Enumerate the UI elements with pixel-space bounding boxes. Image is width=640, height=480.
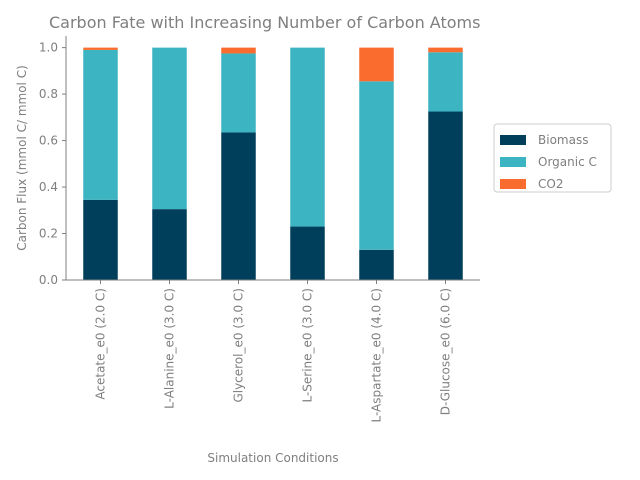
x-tick-label: Acetate_e0 (2.0 C) bbox=[94, 288, 108, 400]
y-tick-label: 0.0 bbox=[39, 273, 58, 287]
bar-biomass-2 bbox=[152, 209, 187, 280]
legend-swatch bbox=[500, 135, 526, 145]
bar-biomass-4 bbox=[290, 226, 325, 280]
legend-label: CO2 bbox=[538, 177, 563, 191]
bar-co2-5 bbox=[359, 47, 394, 82]
bar-biomass-6 bbox=[428, 111, 463, 281]
y-tick-label: 0.2 bbox=[39, 227, 58, 241]
x-tick-label: D-Glucose_e0 (6.0 C) bbox=[439, 288, 453, 415]
legend-label: Biomass bbox=[538, 133, 588, 147]
bar-organic-c-3 bbox=[221, 53, 256, 133]
y-tick-label: 1.0 bbox=[39, 41, 58, 55]
bar-organic-c-5 bbox=[359, 81, 394, 250]
y-tick-label: 0.6 bbox=[39, 134, 58, 148]
bar-biomass-5 bbox=[359, 249, 394, 280]
bar-organic-c-6 bbox=[428, 52, 463, 112]
bar-organic-c-4 bbox=[290, 47, 325, 227]
y-axis-label: Carbon Flux (mmol C/ mmol C) bbox=[15, 65, 29, 251]
bar-co2-1 bbox=[83, 47, 118, 50]
bar-biomass-1 bbox=[83, 199, 118, 280]
legend-swatch bbox=[500, 179, 526, 189]
bar-organic-c-1 bbox=[83, 49, 118, 200]
x-axis-label: Simulation Conditions bbox=[207, 451, 338, 465]
legend-label: Organic C bbox=[538, 155, 597, 169]
bar-co2-3 bbox=[221, 47, 256, 54]
x-tick-label: L-Serine_e0 (3.0 C) bbox=[301, 288, 315, 403]
legend: Biomass Organic C CO2 bbox=[493, 123, 612, 193]
x-ticks: Acetate_e0 (2.0 C) L-Alanine_e0 (3.0 C) Gl… bbox=[94, 280, 453, 423]
bars-layer bbox=[83, 47, 463, 281]
bar-co2-6 bbox=[428, 47, 463, 53]
bar-organic-c-2 bbox=[152, 47, 187, 210]
bar-biomass-3 bbox=[221, 132, 256, 280]
x-tick-label: L-Alanine_e0 (3.0 C) bbox=[163, 288, 177, 409]
chart-title: Carbon Fate with Increasing Number of Ca… bbox=[49, 13, 480, 32]
x-tick-label: L-Aspartate_e0 (4.0 C) bbox=[370, 288, 384, 423]
y-tick-label: 0.8 bbox=[39, 87, 58, 101]
x-tick-label: Glycerol_e0 (3.0 C) bbox=[232, 288, 246, 403]
y-ticks: 0.0 0.2 0.4 0.6 0.8 1.0 bbox=[39, 41, 66, 287]
legend-swatch bbox=[500, 157, 526, 167]
y-tick-label: 0.4 bbox=[39, 180, 58, 194]
